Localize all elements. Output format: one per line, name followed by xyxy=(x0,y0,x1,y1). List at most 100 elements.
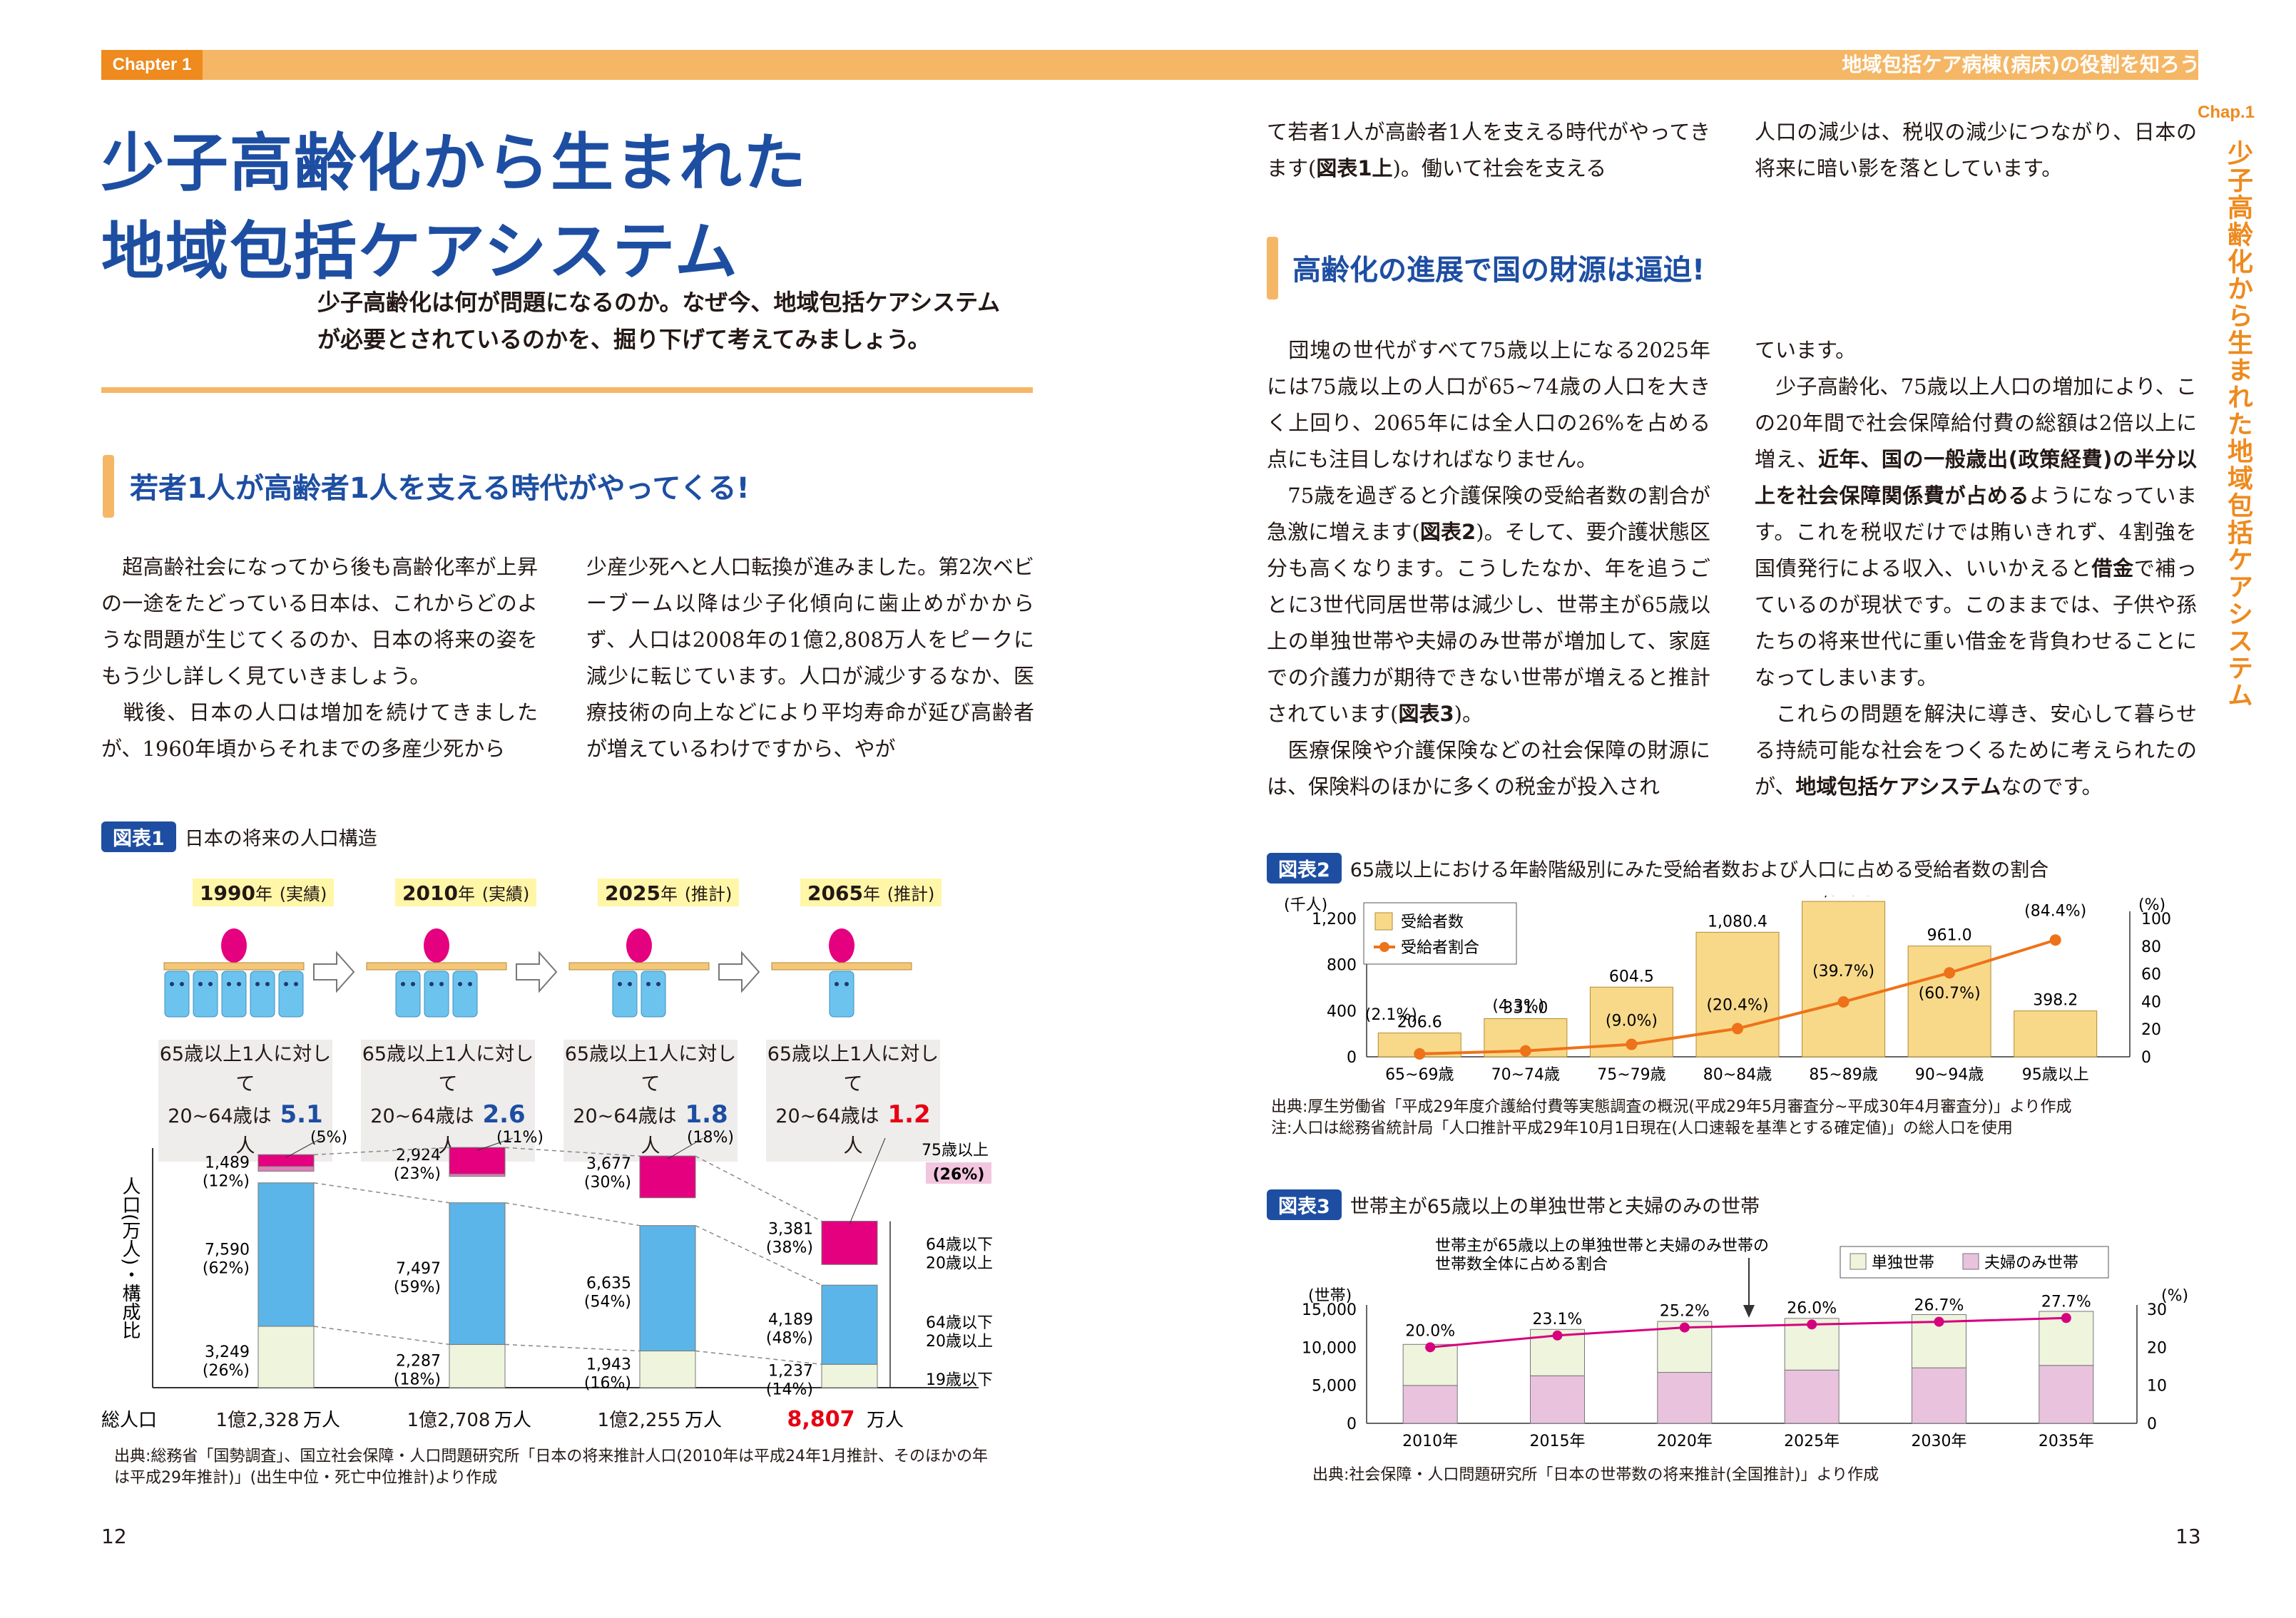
paragraph: これらの問題を解決に導き、安心して暮らせる持続可能な社会をつくるために考えられた… xyxy=(1755,696,2197,805)
text-run: 少子高齢化、75歳以上人口の増加により、この20年間で社会保障給付費の総額は2倍… xyxy=(1755,374,2197,471)
arrow-shape xyxy=(313,951,355,993)
value-label: 4,189 xyxy=(768,1311,813,1329)
elderly-figure xyxy=(221,928,247,963)
pct-label: (26%) xyxy=(203,1362,250,1380)
x-tick-label: 85~89歳 xyxy=(1809,1066,1877,1084)
value-label: 1,237 xyxy=(768,1363,813,1381)
ratio-line1: 65歳以上1人に対して xyxy=(159,1043,332,1095)
x-tick-label: 2035年 xyxy=(2039,1433,2094,1450)
legend-mid1: 64歳以下 xyxy=(926,1314,993,1332)
text-run: で補っているのが現状です。このままでは、子供や孫たちの将来世代に重い借金を背負わ… xyxy=(1755,556,2197,690)
paragraph: 少産少死へと人口転換が進みました。第2次ベビーブーム以降は少子化傾向に歯止めがか… xyxy=(586,555,1034,761)
ratio-line2: 20~64歳は 5.1 人 xyxy=(158,1100,332,1162)
arrow-right-icon xyxy=(516,951,558,993)
ratio-point xyxy=(1425,1342,1436,1353)
year-badge: 2025年 (推計) xyxy=(598,879,740,906)
value-label: 7,497 xyxy=(396,1260,441,1278)
section1-heading: 若者1人が高齢者1人を支える時代がやってくる! xyxy=(130,472,750,505)
year-kind: (推計) xyxy=(684,884,733,904)
emphasis: 近年、国の一般歳出(政策経費)の半分以上を社会保障関係費が占める xyxy=(1755,447,2197,508)
legend-label: 受給者数 xyxy=(1401,913,1464,931)
section1-col4: 人口の減少は、税収の減少につながり、日本の将来に暗い影を落としています。 xyxy=(1755,114,2197,187)
ratio-label: 23.1% xyxy=(1533,1311,1583,1328)
bar-couple xyxy=(1530,1375,1585,1424)
ratio-line2: 20~64歳は 1.2 人 xyxy=(766,1100,940,1162)
ratio-unit: 人 xyxy=(843,1135,863,1157)
eye xyxy=(439,982,444,986)
ratio-point xyxy=(1732,1023,1743,1035)
bar-20-64 xyxy=(257,1182,315,1327)
supporter-figure xyxy=(452,971,478,1018)
legend-label: 受給者割合 xyxy=(1401,939,1479,957)
lead-line2: が必要とされているのかを、掘り下げて考えてみましょう。 xyxy=(317,326,931,353)
paragraph: 超高齢社会になってから後も高齢化率が上昇の一途をたどっている日本は、これからどの… xyxy=(101,555,538,688)
support-illustration xyxy=(163,928,305,1018)
y-tick-right: 20 xyxy=(2141,1021,2161,1039)
year-kind: (実績) xyxy=(481,884,530,904)
pct-label: (62%) xyxy=(203,1259,250,1277)
year: 2025 xyxy=(605,881,660,905)
x-tick-label: 70~74歳 xyxy=(1491,1066,1560,1084)
header-bar-left xyxy=(101,50,2198,80)
ratio-point xyxy=(2049,934,2061,946)
y-right-unit: (%) xyxy=(2161,1287,2188,1305)
bar-20-64 xyxy=(449,1202,506,1345)
eye xyxy=(835,982,839,986)
value-label: 1,348.0 xyxy=(1814,896,1874,900)
x-tick-label: 2010年 xyxy=(1402,1433,1458,1450)
eye xyxy=(255,982,260,986)
fig2-title: 65歳以上における年齢階級別にみた受給者数および人口に占める受給者数の割合 xyxy=(1349,859,2049,881)
year-badge: 1990年 (実績) xyxy=(193,879,335,906)
bar-couple xyxy=(2039,1365,2094,1424)
ratio-label: 27.7% xyxy=(2041,1293,2091,1311)
paragraph: て若者1人が高齢者1人を支える時代がやってきます(図表1上)。働いて社会を支える xyxy=(1267,114,1710,187)
bar-75-over xyxy=(639,1155,696,1199)
connector xyxy=(313,1326,450,1346)
figure-ref: 図表3 xyxy=(1398,702,1454,726)
eye xyxy=(170,982,174,986)
text-run: 75歳を過ぎると介護保険の受給者数の割合が急激に増えます( xyxy=(1267,483,1710,544)
bar-75-over xyxy=(449,1147,506,1174)
elderly-households-chart: (世帯) (%) 0 5,000 10,000 15,000 0 10 20 30 2010年 201… xyxy=(1302,1237,2188,1450)
ratio-label: 26.0% xyxy=(1787,1299,1837,1317)
year-suffix: 年 xyxy=(660,884,678,904)
legend-mid2: 20歳以上 xyxy=(926,1333,993,1351)
source-line: 注:人口は総務省統計局「人口推計平成29年10月1日現在(人口速報を基準とする確… xyxy=(1271,1120,2013,1137)
year-suffix: 年 xyxy=(457,884,475,904)
paragraph: ています。 xyxy=(1755,338,1857,362)
bar-couple xyxy=(1912,1367,1966,1424)
x-tick-label: 2025年 xyxy=(1784,1433,1840,1450)
page-title-line1: 少子高齢化から生まれた xyxy=(101,126,808,200)
fig3-title: 世帯主が65歳以上の単独世帯と夫婦のみの世帯 xyxy=(1349,1196,1760,1218)
legend-swatch-point xyxy=(1379,942,1389,952)
ratio-value: 2.6 xyxy=(474,1100,526,1129)
value-label: 3,249 xyxy=(205,1343,250,1361)
support-board xyxy=(771,962,912,971)
elderly-figure xyxy=(424,928,449,963)
year-suffix: 年 xyxy=(255,884,272,904)
connector xyxy=(695,1350,822,1365)
page-number-right: 13 xyxy=(2175,1525,2201,1548)
elderly-figure xyxy=(829,928,854,963)
paragraph: 医療保険や介護保険などの社会保障の財源には、保険料のほかに多くの税金が投入され xyxy=(1267,738,1710,799)
connector xyxy=(313,1182,450,1204)
value-label: 604.5 xyxy=(1609,968,1654,985)
chapter-tag: Chapter 1 xyxy=(101,50,203,80)
supporter-figure xyxy=(395,971,421,1018)
support-board xyxy=(568,962,710,971)
connector xyxy=(504,1343,641,1352)
annotation-line: 世帯主が65歳以上の単独世帯と夫婦のみ世帯の xyxy=(1435,1237,1769,1255)
leader-line xyxy=(476,1137,514,1151)
value-label: 1,489 xyxy=(205,1154,250,1172)
connector xyxy=(504,1202,641,1227)
eye xyxy=(845,982,849,986)
fig2-tag: 図表2 xyxy=(1267,853,1342,884)
legend-mid2: 20歳以上 xyxy=(926,1255,993,1273)
pct-label: (14%) xyxy=(766,1381,813,1399)
emphasis: 地域包括ケアシステム xyxy=(1795,774,2001,799)
supporter-figure xyxy=(193,971,218,1018)
y-tick-right: 0 xyxy=(2141,1049,2151,1067)
ratio-mid: 20~64歳は xyxy=(573,1105,677,1127)
value-label: 961.0 xyxy=(1927,927,1972,945)
y-tick-right: 60 xyxy=(2141,966,2161,984)
